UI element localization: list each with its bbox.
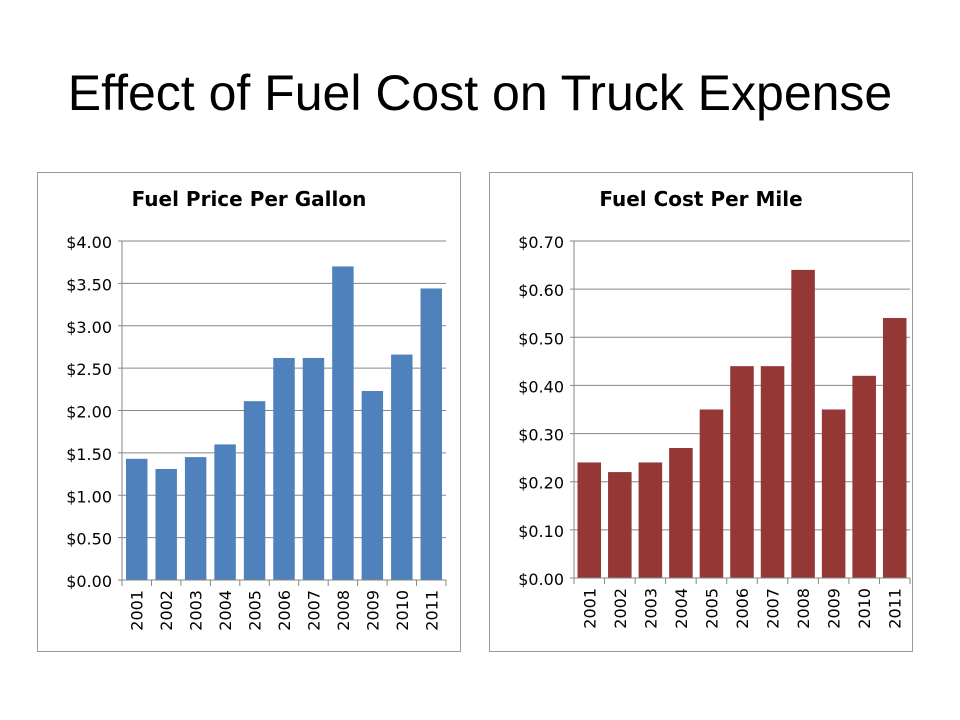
- y-tick-label: $1.50: [66, 445, 112, 464]
- y-tick-label: $2.00: [66, 403, 112, 422]
- x-tick-label: 2001: [128, 590, 147, 631]
- y-tick-label: $0.50: [518, 329, 564, 348]
- x-tick-label: 2009: [825, 588, 844, 629]
- y-tick-label: $3.50: [66, 275, 112, 294]
- x-tick-label: 2006: [275, 590, 294, 631]
- bar-2008: [332, 266, 354, 580]
- bar-2010: [391, 354, 413, 580]
- y-tick-label: $3.00: [66, 318, 112, 337]
- y-tick-label: $0.70: [518, 233, 564, 252]
- y-tick-label: $0.30: [518, 426, 564, 445]
- bar-2004: [214, 444, 236, 580]
- bar-2010: [852, 375, 876, 578]
- bar-2006: [730, 366, 754, 578]
- y-tick-label: $0.00: [518, 570, 564, 589]
- bar-2004: [669, 448, 693, 578]
- x-tick-label: 2002: [611, 588, 630, 629]
- y-tick-label: $0.20: [518, 474, 564, 493]
- y-tick-label: $2.50: [66, 360, 112, 379]
- y-tick-label: $0.10: [518, 522, 564, 541]
- x-tick-label: 2010: [393, 590, 412, 631]
- bar-2008: [791, 269, 815, 578]
- x-tick-label: 2007: [764, 588, 783, 629]
- x-tick-label: 2011: [422, 590, 441, 631]
- x-tick-label: 2005: [702, 588, 721, 629]
- bar-2003: [638, 462, 663, 578]
- bar-2011: [420, 288, 442, 580]
- y-tick-label: $1.00: [66, 487, 112, 506]
- x-tick-label: 2009: [363, 590, 382, 631]
- fuel-cost-chart: Fuel Cost Per Mile $0.00 $0.10 $0.20 $0.30 $…: [489, 172, 913, 652]
- bar-2009: [821, 409, 846, 578]
- x-tick-label: 2008: [334, 590, 353, 631]
- x-tick-label: 2004: [672, 588, 691, 629]
- slide-title: Effect of Fuel Cost on Truck Expense: [67, 65, 893, 121]
- y-tick-label: $0.00: [66, 572, 112, 591]
- x-tick-label: 2003: [187, 590, 206, 631]
- x-tick-label: 2010: [855, 588, 874, 629]
- y-tick-label: $0.40: [518, 377, 564, 396]
- chart-title: Fuel Price Per Gallon: [131, 187, 367, 211]
- fuel-price-plot: $0.00 $0.50 $1.00 $1.50 $2.00 $2.50 $3.00 $3.50…: [66, 233, 447, 631]
- bar-2005: [243, 401, 266, 580]
- bar-2011: [882, 318, 907, 578]
- bar-2002: [155, 468, 177, 580]
- chart-title: Fuel Cost Per Mile: [599, 187, 803, 211]
- bar-2001: [126, 458, 148, 580]
- x-tick-label: 2005: [246, 590, 265, 631]
- x-tick-label: 2011: [886, 588, 905, 629]
- bar-2007: [760, 366, 785, 578]
- fuel-price-chart: Fuel Price Per Gallon $0.00 $0.50 $1.00 $1.…: [37, 172, 461, 652]
- fuel-cost-plot: $0.00 $0.10 $0.20 $0.30 $0.40 $0.50 $0.60 $0.70…: [518, 233, 911, 629]
- y-tick-label: $0.50: [66, 530, 112, 549]
- bar-2003: [184, 457, 207, 580]
- y-tick-label: $4.00: [66, 233, 112, 252]
- bar-2006: [273, 357, 295, 580]
- bar-2009: [361, 391, 384, 580]
- bar-2007: [302, 357, 325, 580]
- bar-2005: [699, 409, 724, 578]
- x-tick-label: 2007: [304, 590, 323, 631]
- x-tick-label: 2006: [733, 588, 752, 629]
- bar-2002: [608, 472, 632, 578]
- bar-2001: [577, 462, 602, 578]
- x-tick-label: 2004: [216, 590, 235, 631]
- x-tick-label: 2001: [580, 588, 599, 629]
- x-tick-label: 2002: [157, 590, 176, 631]
- x-tick-label: 2003: [641, 588, 660, 629]
- x-tick-label: 2008: [794, 588, 813, 629]
- y-tick-label: $0.60: [518, 281, 564, 300]
